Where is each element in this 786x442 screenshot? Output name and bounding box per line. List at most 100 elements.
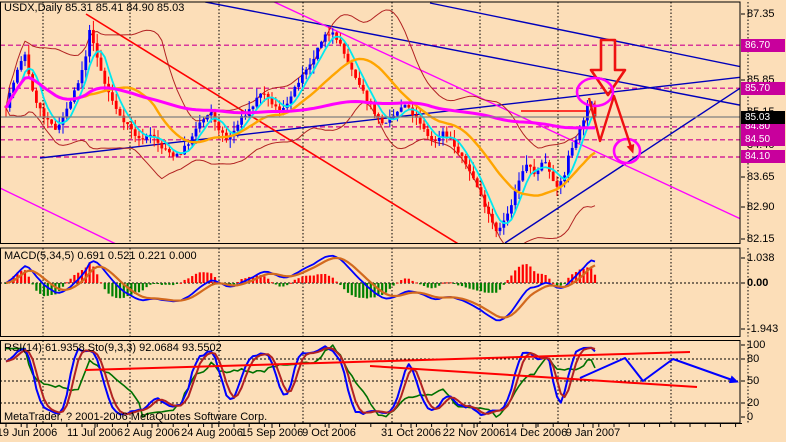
- macd-histogram-bar: [191, 276, 194, 283]
- metatrader-watermark: MetaTrader, ? 2001-2006 MetaQuotes Softw…: [4, 411, 268, 423]
- candle-body: [422, 123, 426, 130]
- magenta-diagonal: [272, 2, 740, 220]
- candle-body: [278, 106, 281, 111]
- macd-histogram-bar: [198, 272, 201, 283]
- magenta-left-diagonal: [1, 187, 117, 244]
- macd-histogram-bar: [491, 283, 494, 293]
- candle-body: [475, 178, 479, 188]
- macd-tick-label: -1.943: [747, 323, 779, 335]
- macd-histogram-bar: [73, 274, 76, 283]
- candle-body: [202, 119, 205, 123]
- macd-histogram-bar: [130, 283, 133, 295]
- date-axis-label[interactable]: 2 Aug 2006: [124, 427, 180, 439]
- bollinger-lower-band: [5, 101, 596, 244]
- macd-histogram-bar: [145, 283, 148, 288]
- candle-body: [46, 118, 50, 120]
- macd-histogram-bar: [373, 283, 376, 298]
- macd-histogram-bar: [232, 283, 236, 285]
- candle-body: [122, 115, 126, 123]
- candle-body: [403, 105, 407, 108]
- candle-body: [289, 96, 293, 104]
- candle-body: [209, 112, 213, 116]
- date-axis-label[interactable]: 22 Nov 2006: [442, 427, 506, 439]
- date-axis-label[interactable]: 15 Sep 2006: [240, 427, 304, 439]
- candle-body: [183, 145, 186, 155]
- candle-body: [168, 149, 171, 153]
- macd-histogram-bar: [118, 283, 122, 299]
- macd-histogram-bar: [559, 283, 562, 286]
- rsi-blue-arrowhead: [728, 375, 739, 384]
- candle-body: [437, 137, 441, 142]
- candle-body: [130, 124, 133, 130]
- macd-histogram-bar: [179, 282, 182, 284]
- candle-body: [190, 136, 194, 145]
- candle-body: [221, 130, 224, 133]
- candle-body: [380, 116, 384, 124]
- date-axis-label[interactable]: 9 Oct 2006: [302, 427, 356, 439]
- candle-body: [118, 108, 122, 116]
- panel-border: [0, 1, 741, 244]
- macd-histogram-bar: [305, 275, 308, 283]
- date-axis-label[interactable]: 24 Aug 2006: [181, 427, 243, 439]
- macd-histogram-bar: [320, 274, 323, 283]
- date-axis-label[interactable]: 11 Jul 2006: [66, 427, 124, 439]
- candle-body: [27, 54, 31, 75]
- macd-histogram-bar: [502, 283, 505, 285]
- candle-body: [426, 129, 430, 136]
- macd-histogram-bar: [236, 281, 239, 283]
- date-axis-label[interactable]: 9 Jan 2007: [565, 427, 621, 439]
- macd-histogram-bar: [514, 270, 517, 283]
- macd-histogram-bar: [346, 283, 350, 293]
- macd-histogram-bar: [278, 283, 281, 287]
- macd-histogram-bar: [240, 279, 243, 283]
- macd-histogram-bar: [331, 277, 334, 283]
- macd-histogram-bar: [23, 270, 27, 283]
- macd-histogram-bar: [160, 283, 163, 285]
- candle-body: [460, 152, 464, 156]
- date-axis-label[interactable]: 31 Oct 2006: [381, 427, 441, 439]
- macd-histogram-bar: [183, 279, 186, 283]
- macd-histogram-bar: [92, 266, 95, 283]
- candle-body: [331, 32, 335, 35]
- rsi-red-trendline: [369, 365, 698, 388]
- candle-body: [430, 135, 433, 141]
- candle-body: [540, 162, 544, 171]
- candle-body: [339, 39, 342, 44]
- candle-body: [266, 93, 270, 98]
- macd-histogram-bar: [293, 279, 296, 283]
- candle-body: [160, 142, 164, 149]
- candle-body: [270, 97, 274, 105]
- macd-histogram-bar: [529, 266, 532, 283]
- candle-body: [456, 146, 460, 153]
- date-axis-label[interactable]: 19 Jun 2006: [0, 427, 58, 439]
- candle-body: [346, 53, 350, 63]
- macd-histogram-bar: [434, 283, 437, 288]
- candle-body: [240, 116, 243, 125]
- bollinger-upper-band: [5, 9, 596, 149]
- candle-body: [244, 115, 247, 117]
- candle-body: [365, 90, 369, 102]
- price-tick-label: 87.35: [747, 8, 775, 20]
- macd-histogram-bar: [206, 272, 209, 283]
- macd-histogram-bar: [593, 274, 597, 283]
- macd-histogram-bar: [506, 280, 509, 283]
- candle-body: [152, 134, 156, 138]
- macd-histogram-bar: [248, 276, 251, 283]
- price-tick-label: 83.65: [747, 171, 775, 183]
- macd-histogram-bar: [563, 283, 566, 284]
- macd-histogram-bar: [449, 282, 452, 284]
- date-axis-label[interactable]: 14 Dec 2006: [504, 427, 568, 439]
- macd-histogram-bar: [141, 283, 144, 291]
- candle-body: [491, 213, 494, 223]
- candle-body: [312, 58, 316, 65]
- macd-histogram-bar: [210, 273, 213, 283]
- macd-histogram-bar: [517, 266, 521, 283]
- candle-body: [323, 34, 327, 42]
- macd-histogram-bar: [403, 278, 407, 283]
- candle-body: [544, 162, 547, 164]
- ma-fast-line: [5, 35, 596, 225]
- macd-histogram-bar: [540, 273, 543, 283]
- macd-histogram-bar: [574, 272, 578, 283]
- macd-histogram-bar: [339, 283, 342, 285]
